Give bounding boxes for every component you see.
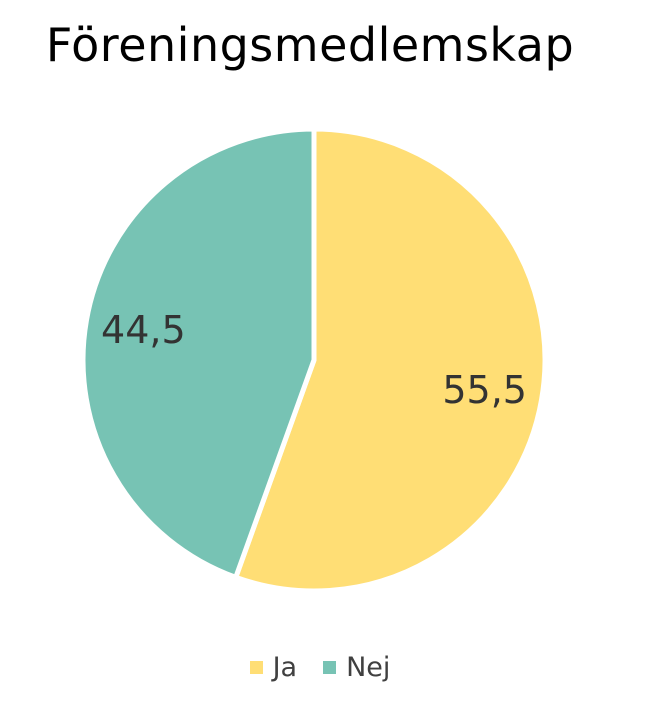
pie-value-labels: 55,5 44,5 (101, 308, 527, 412)
pie-slice-ja (233, 126, 548, 594)
pie-slices (80, 126, 548, 594)
legend-swatch-nej (323, 661, 337, 674)
chart-title: Föreningsmedlemskap (45, 18, 575, 72)
legend-swatch-ja (249, 661, 263, 674)
legend-item-ja: Ja (249, 652, 298, 683)
pie-value-label-nej: 44,5 (101, 308, 186, 352)
pie-chart: 55,5 44,5 (80, 126, 548, 594)
legend-item-nej: Nej (323, 652, 390, 683)
pie-slice-nej (80, 126, 317, 580)
legend: Ja Nej (0, 652, 640, 683)
pie-value-label-ja: 55,5 (442, 368, 527, 412)
legend-label-ja: Ja (272, 652, 298, 683)
legend-label-nej: Nej (346, 652, 391, 683)
